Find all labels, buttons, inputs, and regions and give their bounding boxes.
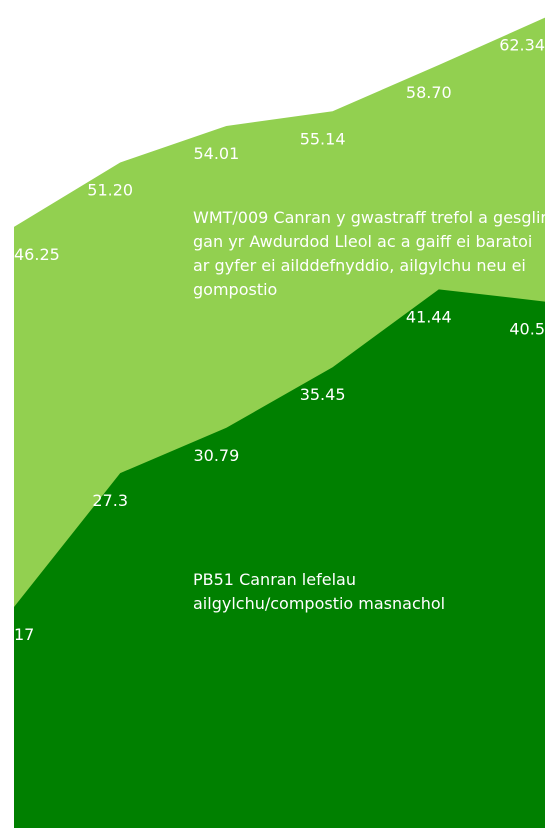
- data-label: 40.5: [509, 320, 545, 339]
- data-label: 54.01: [193, 144, 239, 163]
- area: [14, 289, 545, 828]
- data-label: 35.45: [300, 385, 346, 404]
- data-label: 17: [14, 625, 34, 644]
- data-label: 51.20: [87, 180, 133, 199]
- data-label: 62.34: [499, 36, 545, 55]
- data-label: 55.14: [300, 129, 346, 148]
- data-label: 41.44: [406, 307, 452, 326]
- data-label: 46.25: [14, 245, 60, 264]
- series-name: WMT/009 Canran y gwastraff trefol a gesg…: [193, 208, 545, 299]
- data-label: 58.70: [406, 83, 452, 102]
- series-name: PB51 Canran lefelau ailgylchu/compostio …: [193, 570, 446, 613]
- data-label: 30.79: [193, 446, 239, 465]
- data-label: 27.3: [92, 491, 128, 510]
